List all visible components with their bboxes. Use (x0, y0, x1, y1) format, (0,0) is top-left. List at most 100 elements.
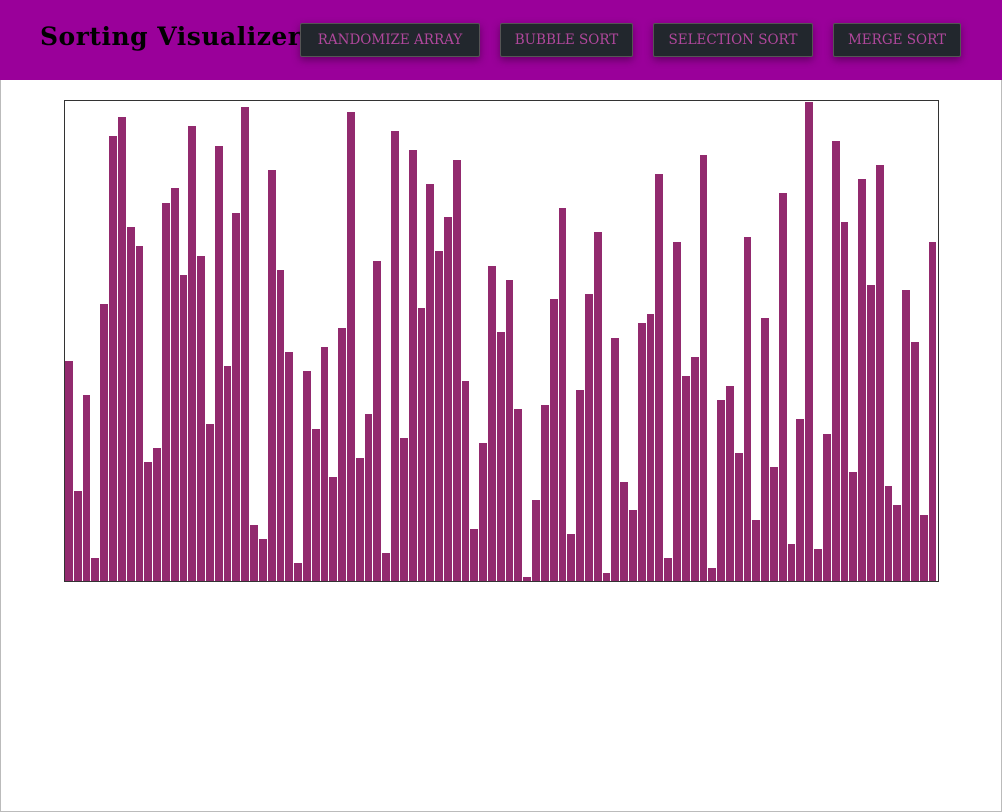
array-bar (761, 318, 769, 581)
array-bar (373, 261, 382, 581)
array-bar (532, 500, 540, 581)
array-bar (470, 529, 479, 581)
array-bar (161, 203, 170, 581)
array-bar (602, 573, 611, 581)
array-bar (302, 371, 311, 581)
array-bar (699, 155, 708, 581)
array-bar (382, 553, 391, 581)
array-bar (496, 332, 505, 581)
array-bar (170, 188, 179, 581)
array-bar (743, 237, 752, 581)
selection-sort-button[interactable]: SELECTION SORT (653, 23, 813, 57)
array-bar (822, 434, 831, 581)
array-bar (443, 217, 452, 581)
bubble-sort-button[interactable]: BUBBLE SORT (500, 23, 633, 57)
array-bar (875, 165, 884, 581)
array-bar (734, 453, 743, 581)
array-bar (717, 400, 725, 581)
randomize-button[interactable]: RANDOMIZE ARRAY (300, 23, 480, 57)
array-bar (558, 208, 567, 581)
array-bar (831, 141, 840, 581)
array-bar (461, 381, 470, 581)
array-bar (708, 568, 717, 581)
array-bar (435, 251, 443, 581)
bar-container (64, 100, 939, 582)
array-bar (646, 314, 655, 581)
array-bar (223, 366, 232, 581)
array-bar (65, 361, 73, 581)
array-bar (567, 534, 576, 581)
array-bar (311, 429, 320, 581)
array-bar (126, 227, 135, 581)
array-bar (884, 486, 893, 581)
array-bar (787, 544, 796, 581)
array-bar (232, 213, 241, 581)
array-bar (364, 414, 373, 581)
array-bar (611, 338, 620, 581)
array-bar (681, 376, 690, 581)
array-bar (347, 112, 355, 581)
array-bar (197, 256, 205, 581)
array-bar (355, 458, 364, 581)
array-bar (593, 232, 602, 581)
array-bar (796, 419, 805, 581)
array-bar (329, 477, 338, 581)
array-bar (452, 160, 461, 581)
array-bar (338, 328, 346, 581)
array-bar (144, 462, 153, 581)
array-bar (488, 266, 496, 581)
array-bar (426, 184, 435, 581)
array-bar (91, 558, 100, 581)
array-bar (893, 505, 902, 581)
array-bar (629, 510, 637, 581)
array-bar (109, 136, 117, 581)
array-bar (770, 467, 778, 581)
array-bar (840, 222, 849, 581)
array-bar (188, 126, 197, 581)
array-bar (576, 390, 584, 581)
array-bar (849, 472, 858, 581)
array-bar (294, 563, 302, 581)
array-bar (135, 246, 144, 581)
array-bar (752, 520, 761, 581)
array-bar (320, 347, 329, 581)
array-bar (179, 275, 188, 581)
array-bar (928, 242, 937, 581)
array-bar (206, 424, 214, 581)
array-bar (514, 409, 523, 581)
array-bar (82, 395, 91, 581)
array-bar (117, 117, 126, 581)
array-bar (725, 386, 734, 581)
array-bar (417, 308, 426, 581)
array-bar (911, 342, 919, 581)
array-bar (866, 285, 875, 581)
array-bar (620, 482, 628, 581)
array-bar (258, 539, 267, 581)
array-bar (153, 448, 161, 581)
array-bar (549, 299, 558, 581)
array-bar (214, 146, 223, 581)
array-bar (778, 193, 787, 581)
array-bar (505, 280, 514, 581)
array-bar (276, 270, 285, 581)
merge-sort-button[interactable]: MERGE SORT (833, 23, 961, 57)
array-bar (690, 357, 699, 581)
array-bar (584, 294, 593, 581)
array-bar (902, 290, 910, 581)
toolbar: Sorting Visualizer RANDOMIZE ARRAY BUBBL… (0, 0, 1002, 80)
array-bar (858, 179, 866, 581)
array-bar (285, 352, 294, 581)
array-bar (664, 558, 673, 581)
array-bar (523, 577, 532, 581)
array-bar (814, 549, 822, 581)
array-bar (267, 170, 276, 581)
array-bar (637, 323, 646, 581)
array-bar (100, 304, 109, 581)
array-bar (673, 242, 681, 581)
array-bar (250, 525, 258, 581)
array-bar (919, 515, 928, 581)
array-bar (655, 174, 664, 581)
array-bar (391, 131, 399, 581)
array-bar (479, 443, 487, 581)
